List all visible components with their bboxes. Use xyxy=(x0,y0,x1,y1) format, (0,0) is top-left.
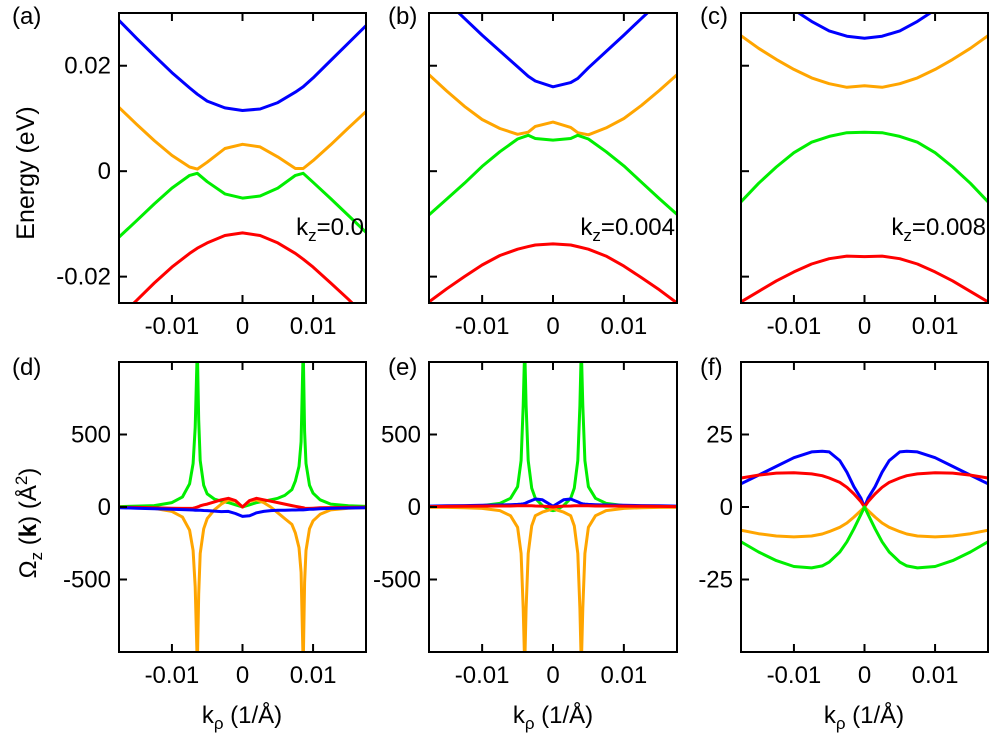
panel-letter: (f) xyxy=(700,354,723,381)
x-tick-label: 0.01 xyxy=(912,662,959,689)
series-line-orange xyxy=(429,505,677,652)
series-line-orange xyxy=(119,106,366,171)
series-group xyxy=(119,19,366,303)
kz-annotation: kz=0.008 xyxy=(891,214,986,245)
series-line-green xyxy=(741,505,988,570)
y-tick-label: 0 xyxy=(408,494,421,521)
x-tick-label: 0.01 xyxy=(600,313,647,340)
series-line-orange xyxy=(741,34,988,89)
y-tick-label: 500 xyxy=(71,422,111,449)
panel-f: -0.01 0 0.01 -25 0 25 xyxy=(698,361,989,689)
plot-frame xyxy=(740,12,989,304)
x-tick-label: -0.01 xyxy=(455,313,510,340)
x-tick-label: 0 xyxy=(236,662,249,689)
x-tick-label: -0.01 xyxy=(145,662,200,689)
series-group xyxy=(429,13,677,303)
x-tick-label: -0.01 xyxy=(145,313,200,340)
panel-a: -0.01 0 0.01 -0.02 0 0.02 kz=0.0 xyxy=(56,12,367,340)
panel-d: -0.01 0 0.01 -500 0 500 xyxy=(63,361,367,689)
x-axis-label: kρ (1/Å) xyxy=(824,701,904,733)
series-line-green xyxy=(429,362,677,513)
series-line-red xyxy=(741,254,988,303)
panel-e: -0.01 0 0.01 -500 0 500 xyxy=(373,361,678,689)
y-tick-label: -25 xyxy=(698,567,733,594)
series-group xyxy=(741,449,988,570)
y-tick-label: 25 xyxy=(706,422,733,449)
series-group xyxy=(429,362,677,652)
series-line-green xyxy=(429,133,677,217)
x-tick-label: -0.01 xyxy=(455,662,510,689)
plot-frame xyxy=(428,12,678,304)
series-line-blue xyxy=(796,13,933,40)
x-tick-label: 0.01 xyxy=(912,313,959,340)
x-tick-label: 0 xyxy=(546,662,559,689)
panel-letter: (d) xyxy=(12,354,41,381)
y-tick-label: 0.02 xyxy=(64,53,111,80)
y-tick-label: 0 xyxy=(720,494,733,521)
kz-annotation: kz=0.0 xyxy=(296,214,364,245)
x-tick-label: 0 xyxy=(858,662,871,689)
y-tick-label: -500 xyxy=(373,567,421,594)
y-axis-label-berry-curvature: Ωz (k) (Å2) xyxy=(12,468,46,579)
panel-letter: (a) xyxy=(12,3,41,30)
series-line-green xyxy=(741,130,988,203)
x-tick-label: -0.01 xyxy=(767,662,822,689)
y-tick-label: -500 xyxy=(63,567,111,594)
kz-annotation: kz=0.004 xyxy=(580,214,675,245)
panel-c: -0.01 0 0.01 kz=0.008 xyxy=(740,12,989,340)
y-tick-label: 0 xyxy=(98,494,111,521)
y-axis-label-energy: Energy (eV) xyxy=(12,106,40,239)
y-tick-label: 0 xyxy=(98,158,111,185)
series-group xyxy=(741,13,988,303)
x-tick-label: 0 xyxy=(546,313,559,340)
series-group xyxy=(119,362,366,652)
series-line-orange xyxy=(741,505,988,539)
y-tick-label: -0.02 xyxy=(56,264,111,291)
series-line-green xyxy=(119,362,366,509)
series-line-blue xyxy=(119,19,366,112)
series-line-blue xyxy=(119,506,366,518)
x-tick-label: 0.01 xyxy=(290,662,337,689)
panel-letter: (e) xyxy=(388,354,417,381)
panel-b: -0.01 0 0.01 kz=0.004 xyxy=(428,12,678,340)
x-axis-label: kρ (1/Å) xyxy=(202,701,282,733)
series-line-blue xyxy=(741,449,988,509)
series-line-red xyxy=(429,504,677,509)
x-tick-label: 0.01 xyxy=(600,662,647,689)
series-line-green xyxy=(119,171,366,239)
x-tick-label: -0.01 xyxy=(767,313,822,340)
x-tick-label: 0.01 xyxy=(290,313,337,340)
series-line-blue xyxy=(456,13,650,89)
x-tick-label: 0 xyxy=(236,313,249,340)
series-line-red xyxy=(741,471,988,509)
series-line-orange xyxy=(429,73,677,137)
panel-letter: (b) xyxy=(388,3,417,30)
series-line-red xyxy=(429,242,677,303)
panel-letter: (c) xyxy=(700,3,728,30)
panels: -0.01 0 0.01 -0.02 0 0.02 kz=0.0 (a) -0.01 0 0.01 k… xyxy=(12,3,989,689)
x-axis-labels: kρ (1/Å) kρ (1/Å) kρ (1/Å) xyxy=(202,701,904,733)
x-tick-label: 0 xyxy=(858,313,871,340)
y-tick-label: 500 xyxy=(381,422,421,449)
series-line-red xyxy=(131,231,355,303)
x-axis-label: kρ (1/Å) xyxy=(513,701,593,733)
series-line-orange xyxy=(119,498,366,652)
